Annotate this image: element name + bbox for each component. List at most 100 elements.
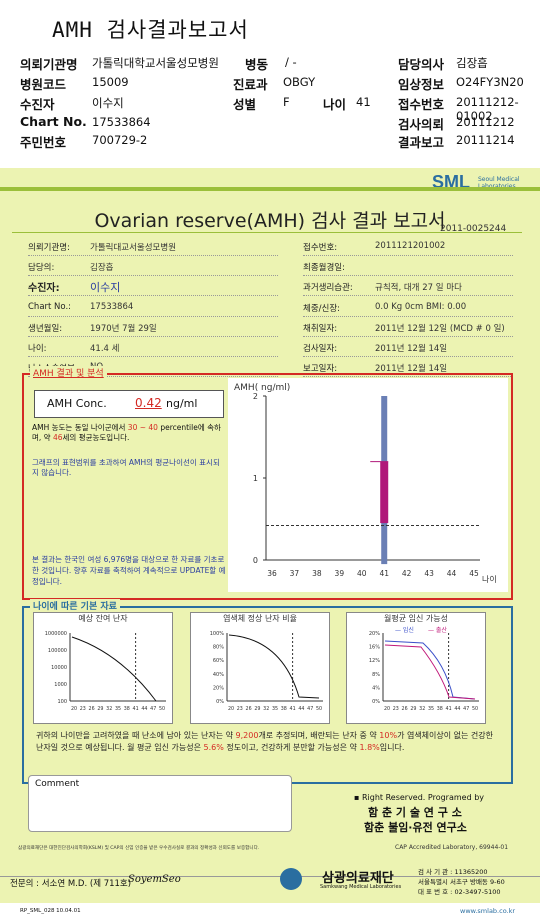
ward-label: 병동 [245, 57, 269, 72]
x-tick-label: 23 [80, 706, 86, 712]
info-value: 김장흡 [90, 263, 114, 274]
x-tick-label: 26 [246, 706, 252, 712]
institution-value: 가톨릭대학교서울성모병원 [92, 56, 219, 70]
summary-d: 정도이고, 건강하게 분만할 가능성은 약 [226, 743, 357, 752]
info-row: 채취일자: 2011년 12월 12일 (MCD # 0 일) [303, 319, 513, 337]
x-tick-label: 50 [316, 706, 322, 712]
x-tick-label: 29 [254, 706, 260, 712]
info-row: 의뢰기관명: 가톨릭대교서울성모병원 [28, 238, 278, 256]
sex-value: F [283, 95, 290, 109]
sml-logo-subtitle: Seoul Medical Laboratories [478, 176, 520, 190]
request-value: 20111212 [456, 115, 515, 129]
sex-label: 성별 [233, 97, 257, 112]
percentile-range: 30 ~ 40 [127, 423, 158, 432]
amh-interpretation: AMH 농도는 동일 나이군에서 30 ~ 40 percentile에 속하며… [32, 423, 228, 443]
age-label: 나이 [323, 97, 347, 112]
dept-label: 진료과 [233, 77, 268, 92]
x-tick-label: 38 [281, 706, 287, 712]
legend-birth: — 출산 [428, 626, 447, 634]
interp-text-1: AMH 농도는 동일 나이군에서 [32, 423, 126, 432]
x-tick-label: 50 [472, 706, 478, 712]
x-tick-label: 32 [263, 706, 269, 712]
patient-value: 이수지 [92, 96, 124, 110]
doctor-label: 담당의사 [398, 57, 445, 72]
info-row: 담당의: 김장흡 [28, 258, 278, 277]
mini-chart-svg: 100% 80% 60% 40% 20% 0% 20 23 26 29 32 35 38 41 44 47 50 [210, 631, 323, 712]
info-row: Chart No.: 17533864 [28, 299, 278, 317]
footer-phone-2: 대 표 번 호 : 02-3497-5100 [418, 888, 501, 896]
x-tick-label: 35 [272, 706, 278, 712]
y-tick-label: 1000 [54, 682, 67, 688]
rrn-value: 700729-2 [92, 133, 148, 147]
x-tick-label: 37 [290, 569, 300, 578]
x-tick-label: 44 [141, 706, 147, 712]
y-tick-label: 40% [213, 672, 224, 678]
info-label: 생년월일: [28, 323, 63, 334]
rights-line3: 함춘 불임·유전 연구소 [364, 821, 467, 834]
x-tick-label: 35 [115, 706, 121, 712]
mini-chart-svg: 20% 16% 12% 8% 4% 0% 20 23 26 29 32 35 38 41 44 47 50 — 임… [369, 626, 479, 712]
clinical-value: O24FY3N20 [456, 75, 524, 89]
foundation-subtitle: Samkwang Medical Laboratories [320, 884, 402, 890]
rights-line2: 함 춘 기 술 연 구 소 [368, 806, 462, 819]
y-tick-label: 16% [369, 645, 380, 651]
x-tick-label: 29 [410, 706, 416, 712]
pregnancy-rate: 5.6% [203, 743, 224, 752]
y-tick-label: 10000 [51, 665, 67, 671]
y-tick-label: 20% [369, 631, 380, 637]
mini-chart-pregnancy: 월평균 임신 가능성 20% 16% 12% 8% 4% 0% 20 23 26 29 32 35 38… [346, 612, 486, 724]
summary-b: 개로 추정되며, 배란되는 난자 중 약 [258, 731, 377, 740]
info-label: 수진자: [28, 283, 60, 295]
amh-data-note: 본 결과는 한국인 여성 6,976명을 대상으로 한 자료를 기초로 한 것입… [32, 555, 226, 586]
equiv-age: 46 [52, 433, 63, 442]
age-value: 41 [356, 95, 371, 109]
ward-value: / - [285, 55, 297, 69]
mini-chart-eggs: 예상 잔여 난자 1000000 100000 10000 1000 100 20 23 26… [33, 612, 173, 724]
header-info: 의뢰기관명 가톨릭대학교서울성모병원 병동 / - 담당의사 김장흡 병원코드 … [0, 50, 540, 150]
report-title: Ovarian reserve(AMH) 검사 결과 보고서 [94, 210, 446, 232]
y-tick-label: 80% [213, 645, 224, 651]
info-row: 검사일자: 2011년 12월 14일 [303, 339, 513, 357]
divider [12, 232, 522, 233]
mini-chart-normal-eggs: 염색체 정상 난자 비율 100% 80% 60% 40% 20% 0% 20 23 26 29 3… [190, 612, 330, 724]
doctor-signature: SoyemSeo [128, 874, 181, 885]
x-tick-label: 39 [335, 569, 345, 578]
interquartile-box [380, 461, 389, 524]
x-tick-label: 36 [267, 569, 277, 578]
x-tick-label: 32 [106, 706, 112, 712]
summary-c: 가 염색체이상이 없는 건강한 난자일 것으로 예상됩니다. 월 평균 임신 가… [36, 731, 494, 752]
bottom-bar: RP_SML_028 10.04.01 www.smlab.co.kr [0, 903, 540, 921]
info-row: 수진자: 이수지 [28, 278, 278, 297]
x-tick-label: 44 [298, 706, 304, 712]
x-tick-label: 20 [228, 706, 234, 712]
x-tick-label: 47 [150, 706, 156, 712]
footer-address: 서울특별시 서초구 방배동 9-60 [418, 878, 505, 886]
x-tick-label: 47 [463, 706, 469, 712]
y-tick-label: 100 [57, 699, 67, 705]
request-label: 검사의뢰 [398, 117, 445, 132]
info-value: 이수지 [90, 281, 121, 295]
x-tick-label: 32 [419, 706, 425, 712]
x-tick-label: 41 [133, 706, 139, 712]
foundation-emblem [280, 868, 302, 890]
clinical-label: 임상정보 [398, 77, 445, 92]
normal-eggs-curve [228, 634, 320, 699]
info-value: 2011년 12월 14일 [375, 343, 448, 354]
hospital-code-label: 병원코드 [20, 77, 67, 92]
birth-rate: 1.8% [359, 743, 380, 752]
pregnancy-curve [384, 640, 476, 700]
x-tick-label: 20 [71, 706, 77, 712]
info-row: 나이: 41.4 세 [28, 339, 278, 357]
x-tick-label: 42 [402, 569, 412, 578]
info-label: 의뢰기관명: [28, 243, 70, 253]
footer-doctor: 전문의 : 서소연 M.D. (제 711호) [10, 879, 132, 889]
y-tick-label: 8% [372, 672, 380, 678]
document-title: AMH 검사결과보고서 [52, 18, 249, 42]
website-link[interactable]: www.smlab.co.kr [460, 907, 516, 915]
y-tick-label: 2 [253, 392, 258, 401]
mini-chart-title: 염색체 정상 난자 비율 [223, 614, 297, 623]
conc-value: 0.42 [135, 396, 162, 410]
age-section-title: 나이에 따른 기본 자료 [30, 599, 120, 612]
y-tick-label: 1000000 [45, 631, 67, 637]
